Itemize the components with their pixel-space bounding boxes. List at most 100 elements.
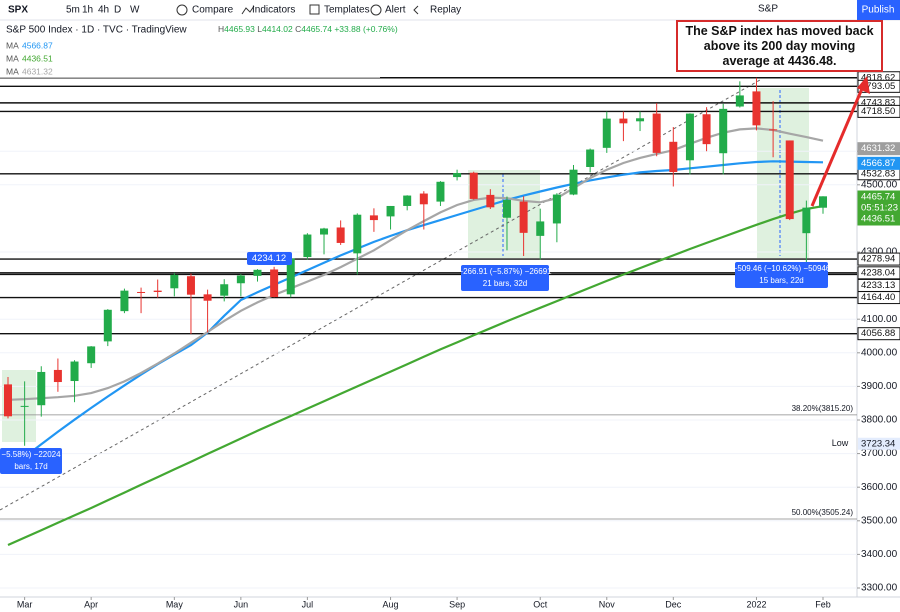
- price-tag: 4465.74: [861, 192, 895, 203]
- x-tick-label: Jun: [234, 599, 249, 609]
- level-tag-bg: [857, 327, 900, 341]
- alert-icon: [370, 4, 382, 16]
- candle-body: [453, 173, 462, 178]
- x-tick-label: 2022: [746, 599, 766, 609]
- interval-button[interactable]: 5m: [66, 5, 80, 16]
- legend-value: 4436.51: [22, 53, 53, 63]
- low-tag: 3723.34: [861, 438, 895, 449]
- candle-body: [137, 291, 146, 293]
- candle-body: [37, 371, 46, 406]
- candle-body: [636, 118, 645, 122]
- ma-tag-bg: [857, 212, 900, 226]
- publish-label[interactable]: Publish: [862, 5, 895, 16]
- measure-label: 15 bars, 22d: [759, 276, 803, 285]
- candle-body: [236, 275, 245, 284]
- replay-icon: [413, 5, 419, 15]
- candle-body: [286, 258, 295, 295]
- measure-box: [0, 448, 62, 474]
- toolbar-bg: [0, 0, 900, 20]
- text-part: 4465.74: [301, 24, 332, 34]
- interval-button[interactable]: 4h: [98, 5, 109, 16]
- level-tag-bg: [857, 291, 900, 305]
- text-part: H: [218, 24, 224, 34]
- toolbar-button[interactable]: Indicators: [252, 5, 295, 16]
- level-tag: 4056.88: [861, 328, 895, 339]
- toolbar-button[interactable]: Templates: [324, 5, 370, 16]
- candle-body: [652, 113, 661, 153]
- toolbar-button[interactable]: Replay: [430, 5, 461, 16]
- candle-body: [103, 309, 112, 342]
- candle-body: [702, 114, 711, 145]
- level-tag-bg: [857, 252, 900, 266]
- indicators-icon: [241, 5, 255, 15]
- x-tick-label: Jul: [302, 599, 314, 609]
- legend-value: 4631.32: [22, 66, 53, 76]
- level-tag-bg: [857, 266, 900, 280]
- measure-box: [735, 262, 828, 288]
- publish-button[interactable]: [857, 0, 900, 20]
- ma-tag: 4566.87: [861, 158, 895, 169]
- price-tag-box: [247, 252, 292, 265]
- text-part: 4414.02: [262, 24, 293, 34]
- legend-value: 4566.87: [22, 40, 53, 50]
- level-tag: 4718.50: [861, 106, 895, 117]
- level-tag: 4164.40: [861, 292, 895, 303]
- candle-body: [4, 384, 12, 417]
- measure-box: [461, 265, 549, 291]
- legend-title: S&P 500 Index · 1D · TVC · TradingView: [6, 25, 187, 36]
- candle-body: [20, 405, 29, 407]
- text-part: C: [295, 24, 301, 34]
- level-tag: 4793.05: [861, 81, 895, 92]
- level-tag: 4532.83: [861, 168, 895, 179]
- measure-label: −509.46 (−10.62%) −50946: [733, 264, 831, 273]
- level-tag-bg: [857, 104, 900, 118]
- candle-body: [602, 118, 611, 148]
- toolbar-icons: [176, 4, 419, 16]
- candle-body: [502, 199, 511, 218]
- y-tick-label: 3900.00: [861, 381, 898, 392]
- candle-body: [619, 118, 628, 124]
- candle-body: [552, 194, 561, 224]
- candle-body: [386, 205, 395, 217]
- y-tick-label: 3300.00: [861, 583, 898, 594]
- legend-name: MA: [6, 66, 19, 76]
- callout: The S&P index has moved back above its 2…: [676, 20, 883, 72]
- interval-button[interactable]: W: [130, 5, 140, 16]
- y-tick-label: 3600.00: [861, 482, 898, 493]
- candle-body: [70, 361, 79, 382]
- y-tick-label: 4000.00: [861, 347, 898, 358]
- candle-body: [735, 95, 744, 107]
- level-tag: 4818.62: [861, 72, 895, 83]
- callout-arrow: [810, 83, 866, 207]
- candle-body: [769, 129, 778, 131]
- level-tag: 4278.94: [861, 254, 895, 265]
- x-tick-label: Aug: [383, 599, 399, 609]
- candle-body: [436, 181, 445, 202]
- symbol: SPX: [8, 5, 28, 16]
- countdown-tag: 05:51:23: [861, 203, 898, 214]
- x-tick-label: Dec: [665, 599, 682, 609]
- legend-bg: [0, 22, 380, 78]
- candle-body: [186, 276, 195, 295]
- candle-body: [369, 215, 378, 221]
- candle-body: [403, 195, 412, 206]
- candle-body: [336, 227, 345, 243]
- interval-button[interactable]: 1h: [82, 5, 93, 16]
- toolbar-button[interactable]: Compare: [192, 5, 234, 16]
- y-tick-label: 4100.00: [861, 314, 898, 325]
- text-part: L: [257, 24, 262, 34]
- candle-body: [53, 369, 62, 383]
- compare-icon: [176, 4, 188, 16]
- candle-body: [220, 284, 229, 296]
- ma-tag: 4436.51: [861, 214, 895, 225]
- candle-body: [569, 169, 578, 195]
- candle-body: [153, 290, 162, 292]
- y-tick-label: 3500.00: [861, 515, 898, 526]
- interval-button[interactable]: D: [114, 5, 121, 16]
- x-tick-label: Oct: [533, 599, 548, 609]
- candle-body: [802, 207, 811, 234]
- toolbar-button[interactable]: Alert: [385, 5, 406, 16]
- y-tick-label: 3800.00: [861, 415, 898, 426]
